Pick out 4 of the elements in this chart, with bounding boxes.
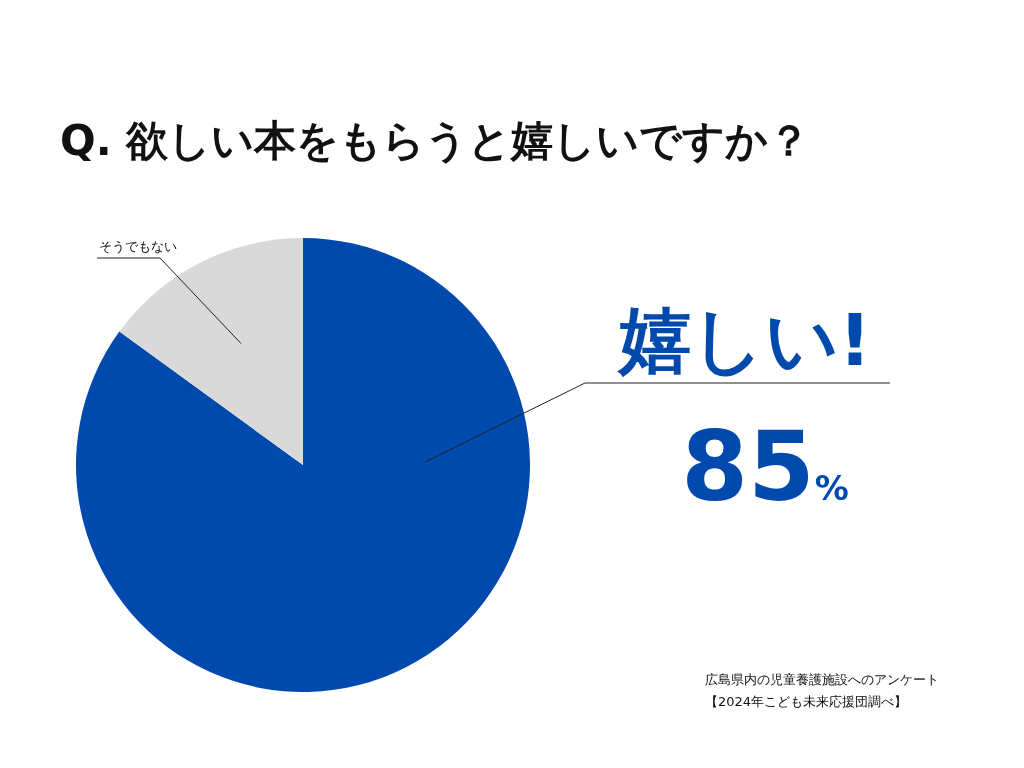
slice-label: 嬉しい!	[616, 298, 872, 382]
data-label: 85%	[681, 411, 849, 523]
slice-label: そうでもない	[99, 239, 177, 254]
title: Q. 欲しい本をもらうと嬉しいですか？	[60, 116, 811, 165]
